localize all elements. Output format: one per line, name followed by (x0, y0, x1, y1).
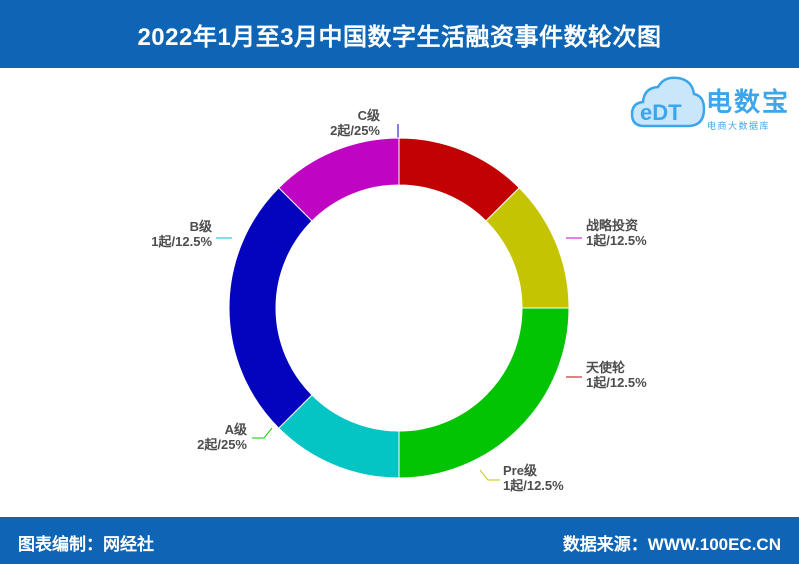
slice-name-label: Pre级 (503, 463, 538, 478)
footer-bar: 图表编制：网经社 数据来源：WWW.100EC.CN (0, 517, 799, 564)
brand-logo: eDT 电数宝 电商大数据库 (630, 74, 792, 134)
donut-slice (398, 307, 570, 479)
logo-mark: eDT (640, 100, 682, 125)
donut-slice (228, 187, 313, 429)
header-bar: 2022年1月至3月中国数字生活融资事件数轮次图 (0, 0, 799, 68)
leader-line (479, 469, 500, 481)
slice-name-label: 天使轮 (586, 360, 625, 375)
slice-value-label: 1起/12.5% (151, 234, 212, 249)
logo-tagline: 电商大数据库 (707, 121, 771, 131)
slice-name-label: B级 (190, 219, 213, 234)
slice-name-label: A级 (225, 422, 248, 437)
footer-source: 数据来源：WWW.100EC.CN (562, 535, 781, 554)
slice-name-label: C级 (358, 108, 381, 123)
leader-line (252, 427, 273, 439)
slice-value-label: 2起/25% (330, 123, 380, 138)
donut-slice (278, 394, 400, 479)
slice-value-label: 1起/12.5% (586, 233, 647, 248)
footer-credit: 图表编制：网经社 (18, 535, 154, 554)
slice-value-label: 1起/12.5% (503, 478, 564, 493)
slice-name-label: 战略投资 (586, 218, 638, 233)
cloud-icon: eDT (630, 76, 706, 128)
slice-value-label: 2起/25% (197, 437, 247, 452)
slice-value-label: 1起/12.5% (586, 375, 647, 390)
donut-chart: C级2起/25%战略投资1起/12.5%天使轮1起/12.5%Pre级1起/12… (151, 108, 647, 493)
logo-brand: 电数宝 (706, 87, 791, 117)
page-title: 2022年1月至3月中国数字生活融资事件数轮次图 (137, 23, 662, 51)
